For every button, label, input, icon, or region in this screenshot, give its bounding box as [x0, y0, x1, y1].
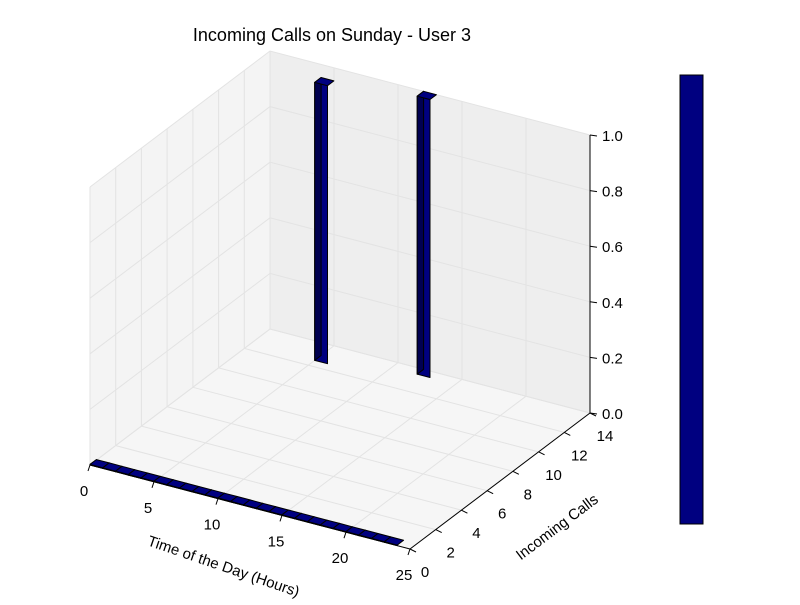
x-tick-label: 25 [396, 567, 413, 584]
z-tick-label: 1.0 [602, 128, 623, 145]
left-wall [90, 51, 270, 465]
y-tick [461, 509, 468, 514]
grid-line-z [89, 328, 591, 466]
colorbar [679, 74, 704, 525]
grid-lines [89, 50, 591, 550]
chart-title: Incoming Calls on Sunday - User 3 [193, 25, 471, 45]
grid-line-z [89, 161, 591, 299]
y-tick-label: 0 [421, 564, 429, 581]
baseline-bar [281, 509, 302, 520]
x-tick [279, 515, 283, 522]
baseline-bar [294, 512, 315, 523]
baseline-bar [383, 536, 405, 547]
y-tick [435, 529, 442, 534]
y-tick-label: 4 [472, 525, 480, 542]
bar-face-top [383, 536, 405, 546]
x-tick [215, 498, 219, 505]
z-tick-label: 0.2 [602, 350, 623, 367]
z-tick [589, 190, 598, 193]
axis-ticks: 0 5 10 15 20 25 0 24 6 8 10 12 14 0.0 0.2 0.4 0.6 0.8 1.0 [80, 128, 623, 584]
grid-line-z [89, 106, 591, 243]
y-tick [564, 431, 571, 436]
y-tick [486, 490, 494, 495]
y-tick-label: 2 [447, 545, 455, 562]
z-tick-label: 0.0 [602, 406, 623, 423]
grid-line-z [89, 50, 591, 188]
y-tick [538, 451, 545, 456]
bar-face-side [314, 77, 322, 361]
x-tick [87, 464, 91, 472]
y-tick-label: 12 [571, 447, 588, 464]
y-tick-label: 6 [498, 506, 506, 523]
x-tick-label: 20 [332, 550, 349, 567]
y-tick [512, 470, 520, 475]
y-tick-label: 14 [597, 428, 614, 445]
x-tick [407, 548, 411, 556]
axes-panes [90, 51, 590, 549]
y-tick-label: 10 [545, 467, 562, 484]
z-tick [589, 412, 598, 415]
data-bar [416, 90, 437, 378]
baseline-bars [89, 459, 405, 547]
baseline-bar [115, 465, 136, 476]
z-tick [589, 301, 598, 304]
z-tick-label: 0.4 [602, 295, 623, 312]
y-axis-line [409, 412, 591, 550]
x-tick [151, 481, 155, 488]
data-bar [314, 77, 335, 365]
baseline-bar [191, 486, 213, 496]
grid-line-z [89, 272, 591, 410]
z-tick-label: 0.8 [602, 184, 623, 201]
bar-face-top [314, 77, 335, 87]
x-tick-label: 5 [144, 500, 152, 517]
z-tick [589, 134, 598, 137]
z-tick [589, 245, 598, 248]
bar-face-top [416, 90, 437, 100]
baseline-bar [89, 459, 110, 469]
y-tick-label: 8 [524, 486, 532, 503]
z-tick-label: 0.6 [602, 239, 623, 256]
z-tick [589, 356, 598, 359]
data-bars [314, 77, 437, 378]
x-tick-label: 0 [80, 483, 88, 500]
x-tick-label: 10 [204, 517, 221, 534]
x-tick-label: 15 [268, 533, 285, 550]
x-tick [343, 532, 347, 539]
grid-line-z [89, 217, 591, 355]
bar-face-side [416, 90, 425, 375]
y-tick [409, 548, 417, 553]
